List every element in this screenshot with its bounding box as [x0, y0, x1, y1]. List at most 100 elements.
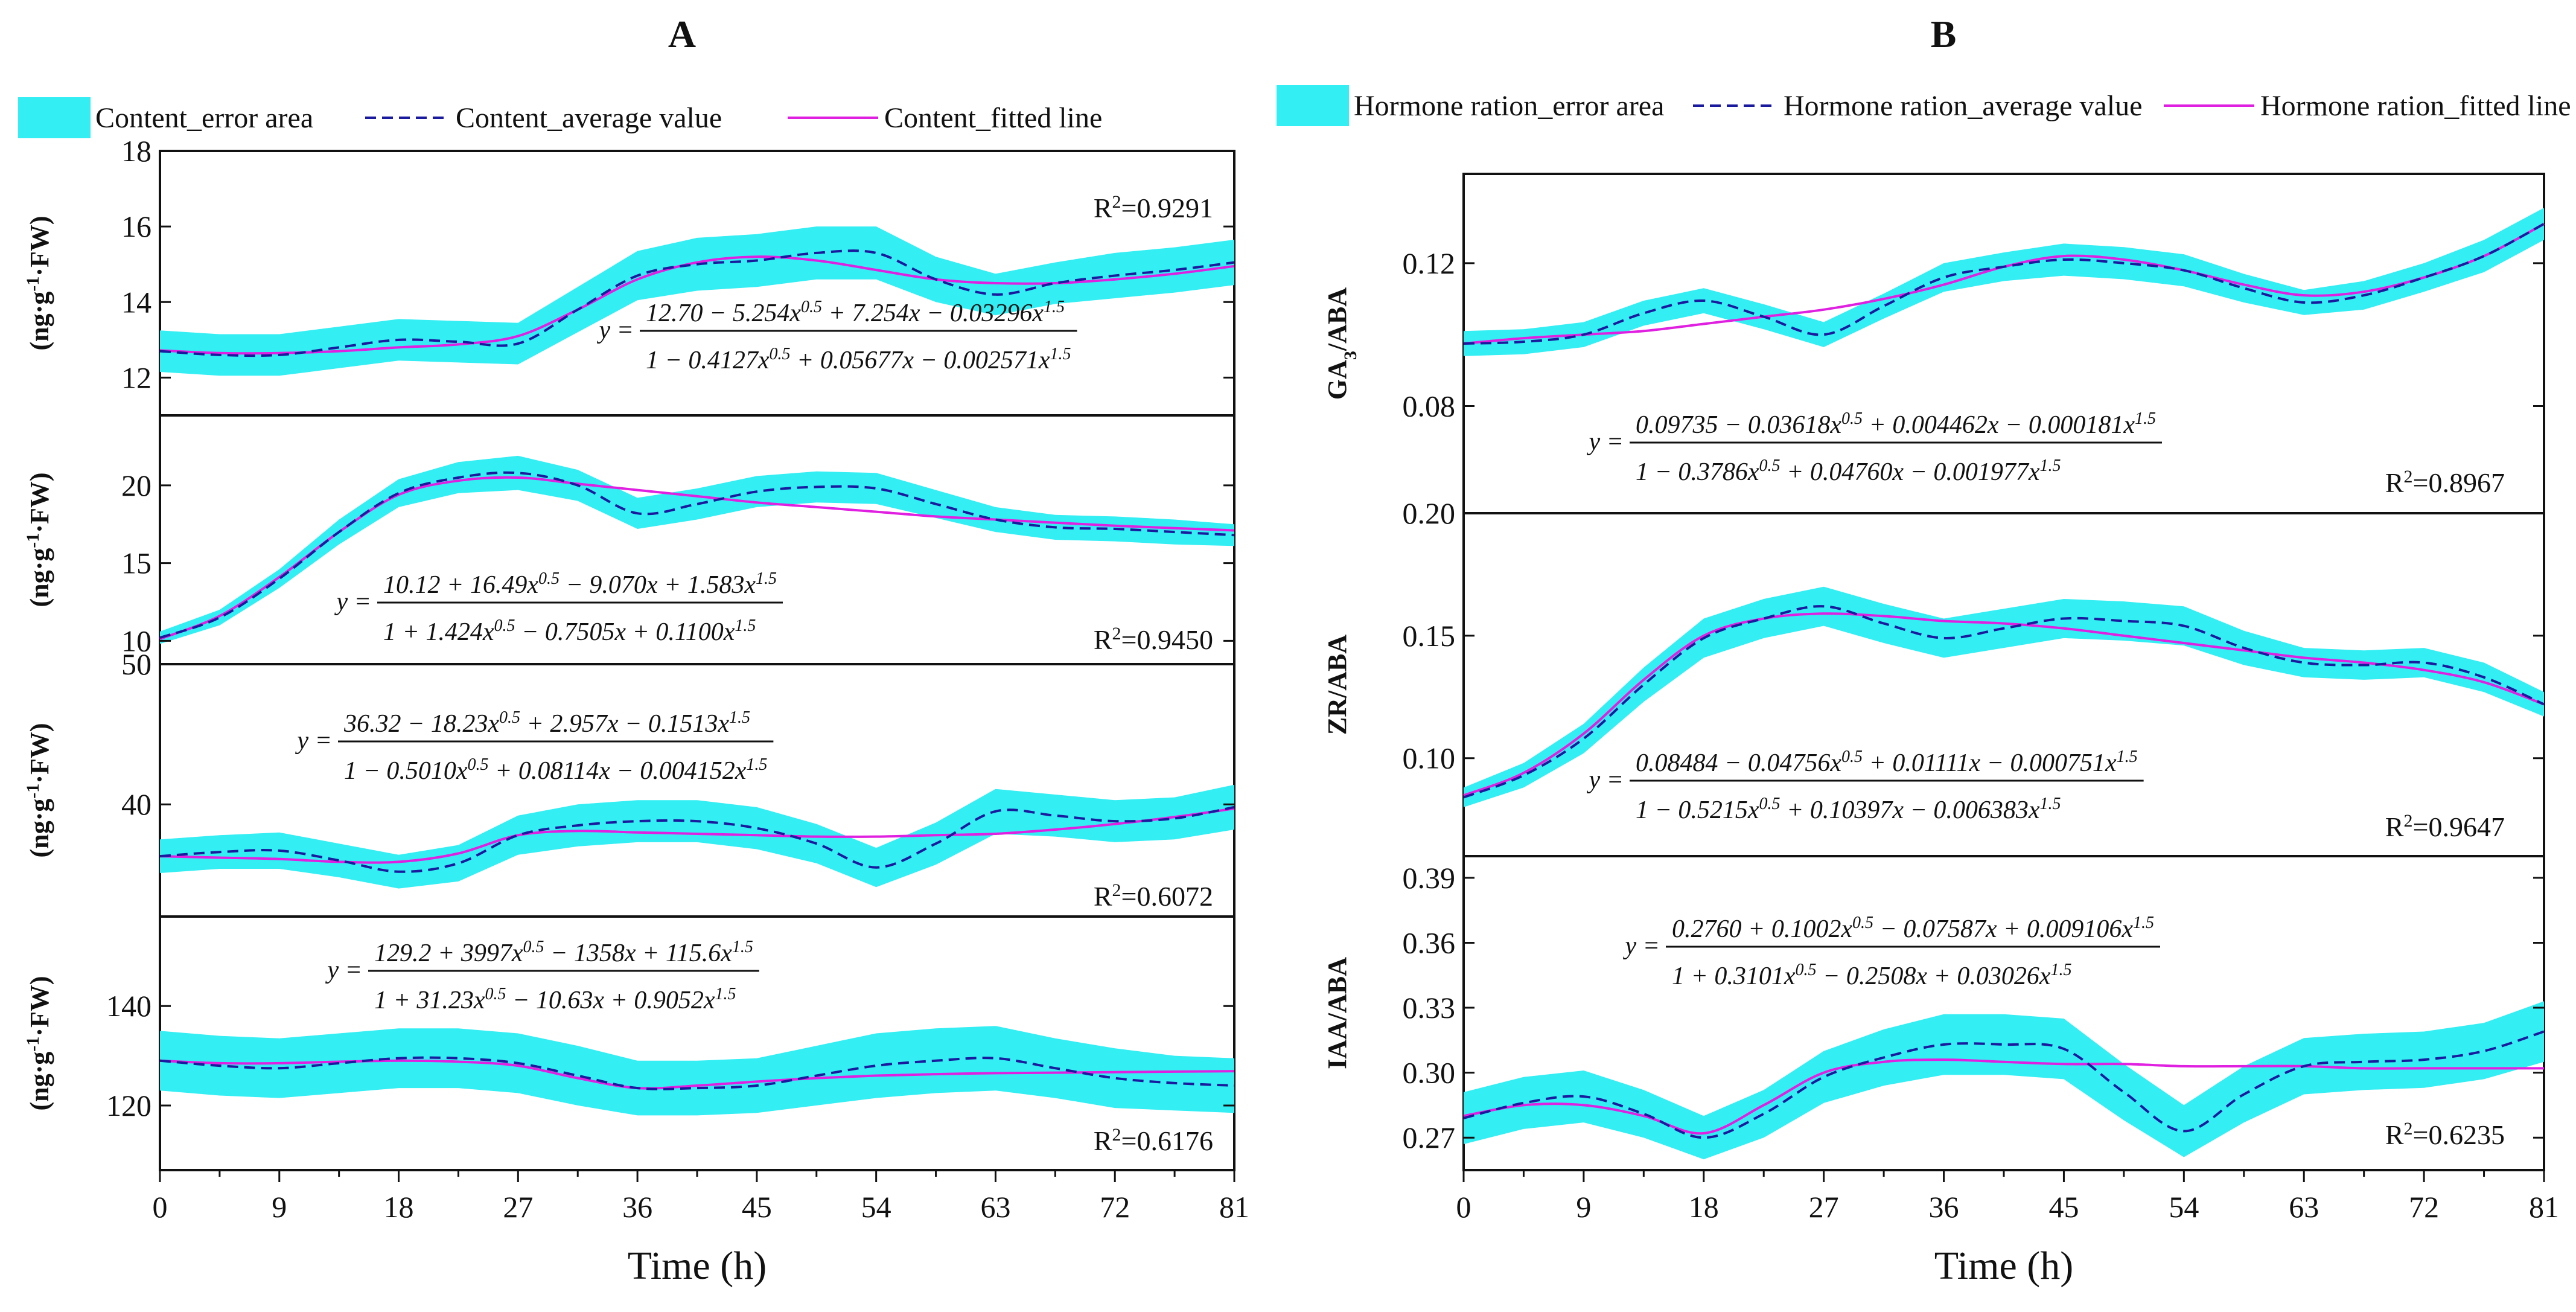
y-tick-label: 16 — [121, 210, 151, 243]
x-tick-label: 18 — [1689, 1190, 1719, 1224]
r-squared-label: R2=0.6072 — [1094, 880, 1213, 912]
x-tick-label: 72 — [2409, 1190, 2439, 1224]
x-tick-label: 36 — [1929, 1190, 1959, 1224]
x-tick-label: 54 — [2169, 1190, 2199, 1224]
error-band-B3 — [1464, 1001, 2544, 1160]
x-tick-label: 81 — [1219, 1190, 1249, 1224]
average-line-A3 — [159, 805, 1235, 873]
y-axis-label: ZR/ABA — [1322, 635, 1352, 735]
equation-numerator: 0.09735 − 0.03618x0.5 + 0.004462x − 0.00… — [1636, 409, 2156, 440]
chart-B3: 0.27 0.30 0.33 0.36 0.39 IAA/ABA R2=0.6235 y = 0… — [1322, 861, 2545, 1160]
y-axis-label: IAA/ABA — [1322, 957, 1352, 1069]
x-tick-label: 63 — [2289, 1190, 2319, 1224]
average-line-A1 — [159, 249, 1235, 357]
y-tick-label: 50 — [121, 647, 151, 681]
x-axis-label: Time (h) — [1934, 1244, 2073, 1288]
equation-numerator: 36.32 − 18.23x0.5 + 2.957x − 0.1513x1.5 — [343, 708, 750, 738]
equation-A4: y = 129.2 + 3997x0.5 − 1358x + 115.6x1.5 1… — [325, 938, 759, 1015]
equation-denominator: 1 + 31.23x0.5 − 10.63x + 0.9052x1.5 — [374, 985, 736, 1015]
y-tick-label: 120 — [106, 1089, 151, 1122]
y-tick-label: 0.39 — [1403, 861, 1456, 895]
fitted-line-A4 — [159, 1059, 1235, 1090]
legend-fitted-label: Content_fitted line — [884, 102, 1102, 134]
x-tick-label: 81 — [2529, 1190, 2559, 1224]
fitted-line-A1 — [159, 255, 1235, 355]
legend-b: Hormone ration_error area Hormone ration_… — [1277, 85, 2571, 126]
panel-A: 0 9 18 27 36 45 54 63 72 81 Time (h) — [153, 150, 1249, 1288]
y-tick-label: 0.36 — [1403, 926, 1456, 959]
equation-denominator: 1 − 0.3786x0.5 + 0.04760x − 0.001977x1.5 — [1636, 456, 2061, 487]
error-band-B1 — [1464, 208, 2544, 356]
average-line-B2 — [1463, 605, 2545, 799]
x-tick-label: 72 — [1100, 1190, 1130, 1224]
panel-letter-a: A — [668, 13, 696, 56]
legend-error-label: Content_error area — [95, 102, 313, 134]
equation-numerator: 0.08484 − 0.04756x0.5 + 0.01111x − 0.000… — [1636, 747, 2138, 778]
equation-lhs: y = — [597, 316, 634, 344]
y-tick-label: 0.08 — [1403, 389, 1456, 423]
x-tick-label: 0 — [1456, 1190, 1471, 1224]
equation-denominator: 1 − 0.4127x0.5 + 0.05677x − 0.002571x1.5 — [646, 345, 1071, 375]
x-tick-label: 54 — [861, 1190, 891, 1224]
fitted-line-B1 — [1463, 223, 2545, 345]
x-tick-label: 45 — [2048, 1190, 2079, 1224]
panel-B: 0 9 18 27 36 45 54 63 72 81 Time (h) — [1456, 173, 2559, 1288]
equation-numerator: 0.2760 + 0.1002x0.5 − 0.07587x + 0.00910… — [1672, 914, 2154, 944]
average-line-B1 — [1463, 223, 2545, 345]
y-tick-label: 0.30 — [1403, 1056, 1456, 1090]
average-line-A2 — [159, 471, 1235, 639]
chart-A3: 40 50 (ng·g-1·FW) R2=0.6072 y = 36.32 − 18.23… — [23, 647, 1235, 912]
error-band-B2 — [1464, 586, 2544, 807]
error-band-A1 — [160, 226, 1234, 376]
equation-A1: y = 12.70 − 5.254x0.5 + 7.254x − 0.03296x… — [597, 298, 1077, 375]
fitted-line-A2 — [159, 476, 1235, 641]
y-tick-label: 18 — [121, 134, 151, 168]
equation-B1: y = 0.09735 − 0.03618x0.5 + 0.004462x − 0… — [1587, 409, 2162, 487]
x-tick-label: 63 — [980, 1190, 1010, 1224]
fitted-line-B2 — [1463, 612, 2545, 797]
r-squared-label: R2=0.9647 — [2385, 811, 2505, 843]
x-tick-label: 27 — [503, 1190, 533, 1224]
y-tick-label: 0.10 — [1403, 741, 1456, 775]
fitted-line-B3 — [1463, 1058, 2544, 1135]
average-line-A4 — [159, 1056, 1235, 1090]
equation-lhs: y = — [325, 956, 362, 984]
x-tick-label: 36 — [622, 1190, 652, 1224]
y-tick-label: 10 — [121, 624, 151, 658]
r-squared-label: R2=0.6235 — [2385, 1119, 2505, 1151]
y-tick-label: 140 — [106, 989, 151, 1023]
equation-numerator: 12.70 − 5.254x0.5 + 7.254x − 0.03296x1.5 — [646, 298, 1065, 328]
equation-B3: y = 0.2760 + 0.1002x0.5 − 0.07587x + 0.00… — [1623, 914, 2160, 991]
equation-lhs: y = — [1587, 766, 1624, 794]
legend-a: Content_error area Content_average value C… — [18, 97, 1102, 138]
x-tick-label: 18 — [384, 1190, 414, 1224]
x-axis-label: Time (h) — [628, 1244, 767, 1288]
y-tick-label: 14 — [121, 285, 151, 319]
y-tick-label: 0.27 — [1403, 1121, 1456, 1154]
legend-error-label: Hormone ration_error area — [1354, 90, 1664, 122]
x-tick-label: 45 — [742, 1190, 772, 1224]
equation-denominator: 1 − 0.5215x0.5 + 0.10397x − 0.006383x1.5 — [1636, 795, 2061, 825]
y-axis-label: (ng·g-1·FW) — [23, 976, 55, 1111]
chart-A2: 10 15 20 (ng·g-1·FW) R2=0.9450 y = 10.12 + 16.… — [23, 455, 1235, 658]
y-tick-label: 12 — [121, 360, 151, 394]
equation-numerator: 10.12 + 16.49x0.5 − 9.070x + 1.583x1.5 — [383, 569, 777, 600]
chart-B1: 0.08 0.12 GA3/ABA R2=0.8967 y = 0.09735 − 0.0… — [1322, 208, 2545, 498]
legend-swatch-error — [18, 97, 91, 138]
x-tick-label: 9 — [272, 1190, 287, 1224]
y-tick-label: 0.33 — [1403, 991, 1456, 1025]
legend-swatch-error — [1277, 85, 1349, 126]
equation-denominator: 1 − 0.5010x0.5 + 0.08114x − 0.004152x1.5 — [344, 755, 767, 786]
equation-A2: y = 10.12 + 16.49x0.5 − 9.070x + 1.583x1.… — [334, 569, 783, 646]
x-tick-label: 0 — [153, 1190, 168, 1224]
equation-denominator: 1 + 0.3101x0.5 − 0.2508x + 0.03026x1.5 — [1672, 961, 2071, 991]
y-tick-label: 20 — [121, 469, 151, 502]
equation-lhs: y = — [295, 727, 332, 755]
chart-A1: 12 14 16 18 (ng·g-1·FW) R2=0.9291 y = 12.70 − 5… — [23, 134, 1235, 394]
error-band-A3 — [160, 784, 1234, 889]
y-axis-label: (ng·g-1·FW) — [23, 723, 55, 858]
equation-lhs: y = — [1587, 428, 1624, 456]
equation-numerator: 129.2 + 3997x0.5 − 1358x + 115.6x1.5 — [374, 938, 753, 968]
y-axis-label: (ng·g-1·FW) — [23, 216, 55, 351]
